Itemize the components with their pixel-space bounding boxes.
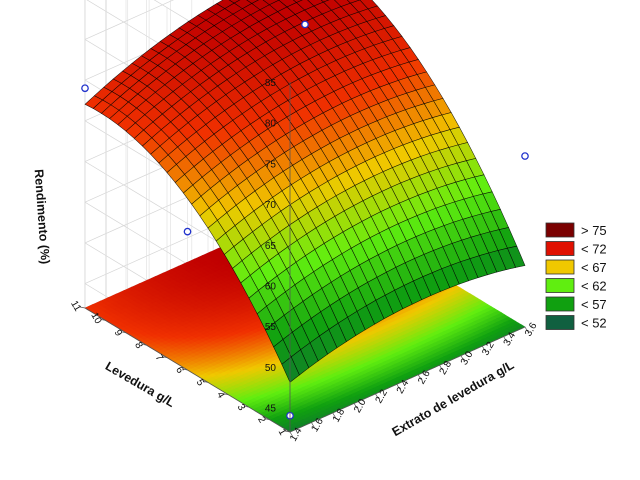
legend-label: < 57 — [581, 297, 607, 312]
legend: > 75 < 72 < 67 < 62 < 57 < 52 — [545, 222, 607, 331]
legend-swatch — [545, 222, 575, 238]
z-tick-label: 70 — [265, 200, 277, 211]
y-tick-label: 1 — [276, 427, 289, 438]
z-tick-label: 55 — [265, 322, 277, 333]
z-tick-label: 50 — [265, 363, 277, 374]
z-tick-label: 45 — [265, 404, 277, 415]
legend-label: < 72 — [581, 242, 607, 257]
legend-swatch — [545, 278, 575, 293]
legend-label: < 62 — [581, 279, 607, 294]
y-tick-label: 11 — [68, 299, 83, 314]
data-point — [183, 227, 192, 236]
z-axis-title: Rendimento (%) — [32, 169, 53, 265]
z-tick-label: 75 — [265, 159, 277, 170]
y-tick-label: 8 — [132, 340, 145, 351]
x-tick-label: 3.6 — [523, 321, 540, 339]
legend-swatch — [545, 259, 575, 275]
data-point — [521, 152, 529, 160]
y-tick-label: 4 — [214, 390, 227, 401]
legend-label: < 67 — [581, 260, 607, 275]
data-point — [301, 20, 309, 29]
z-tick-label: 80 — [265, 119, 277, 130]
z-tick-label: 65 — [265, 241, 277, 252]
y-tick-label: 2 — [255, 415, 268, 426]
z-tick-label: 85 — [265, 78, 277, 89]
y-tick-label: 5 — [194, 378, 207, 389]
y-axis-title: Levedura g/L — [103, 359, 178, 410]
legend-label: > 75 — [581, 223, 607, 238]
y-tick-label: 7 — [153, 353, 166, 364]
legend-swatch — [545, 241, 575, 256]
z-tick-label: 60 — [265, 281, 277, 292]
y-tick-label: 3 — [235, 402, 248, 413]
data-point — [81, 84, 89, 93]
legend-swatch — [545, 315, 575, 330]
y-tick-label: 9 — [112, 328, 125, 339]
legend-swatch — [545, 296, 575, 312]
y-tick-label: 6 — [173, 365, 186, 376]
legend-label: < 52 — [581, 316, 607, 331]
